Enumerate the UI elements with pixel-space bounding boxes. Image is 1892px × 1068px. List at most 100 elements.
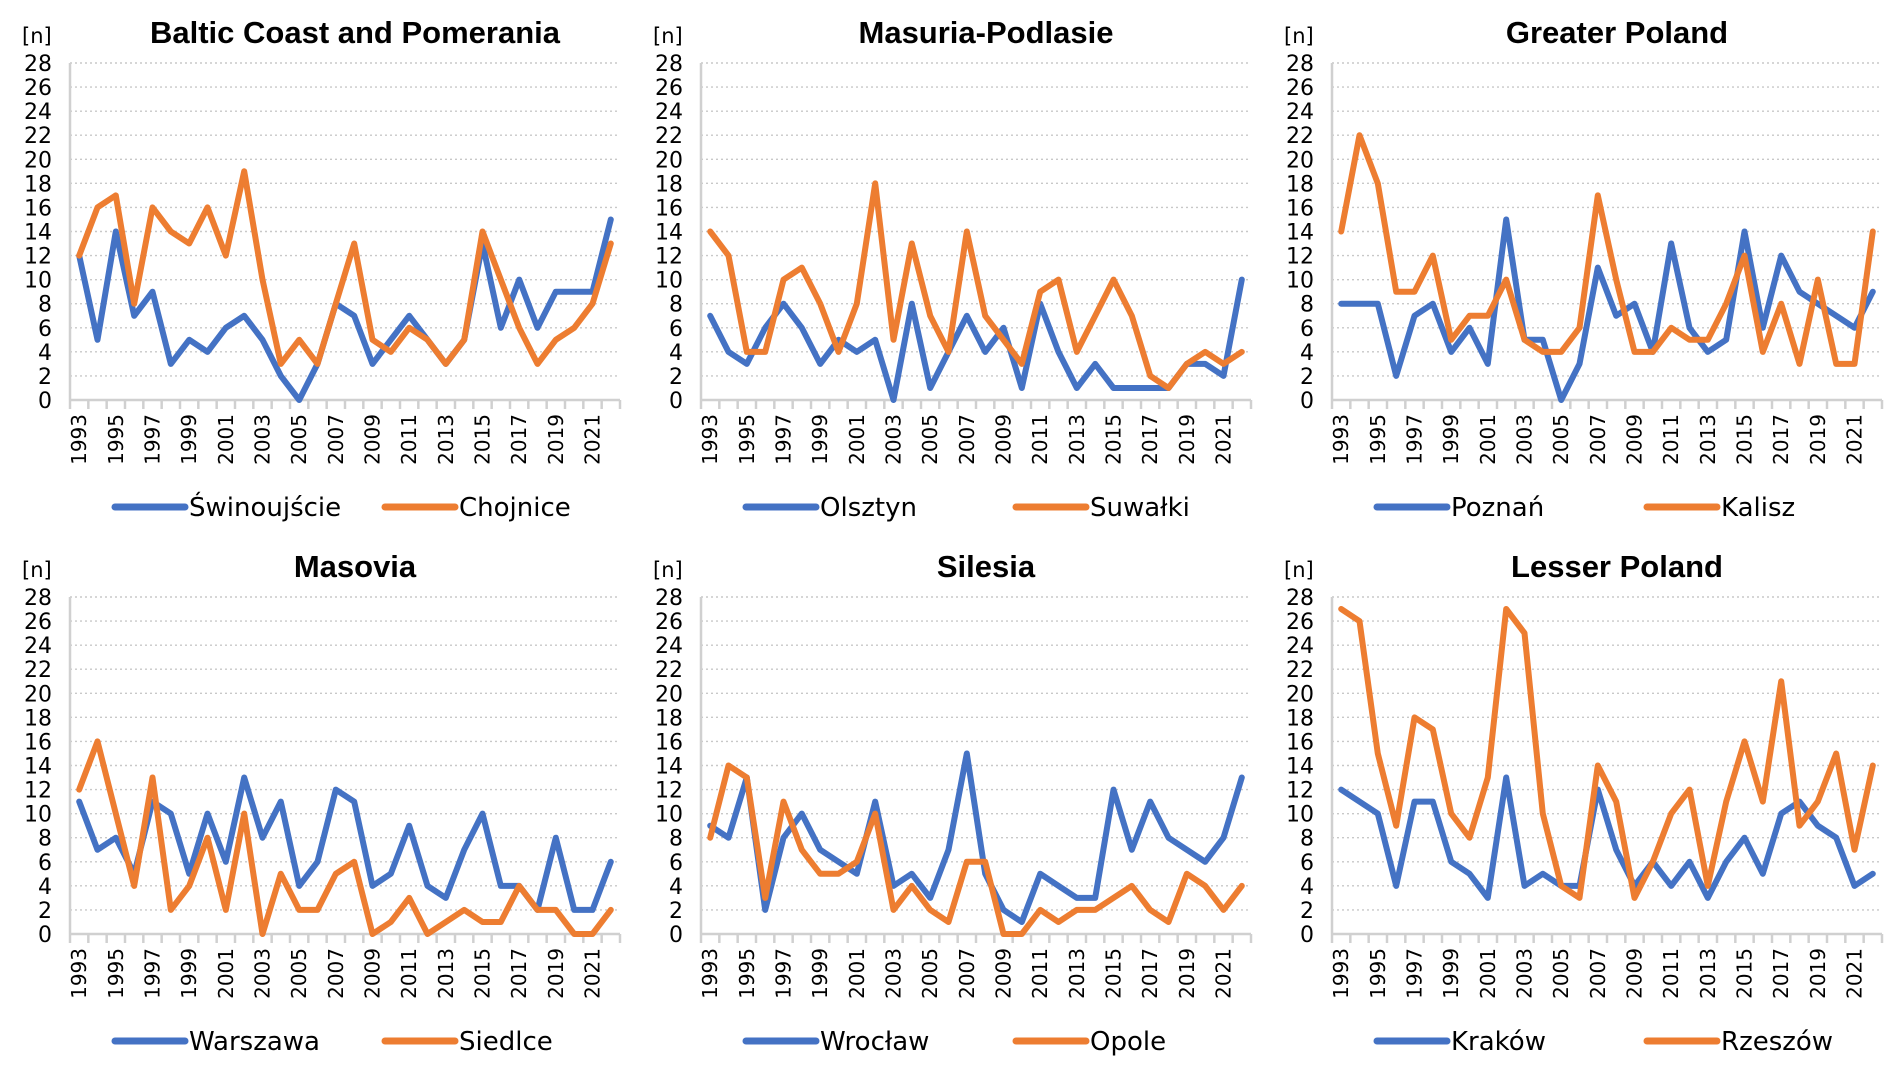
x-tick-label: 2013 — [434, 414, 458, 465]
y-axis-unit-label: [n] — [22, 24, 52, 48]
y-tick-label: 26 — [1286, 76, 1314, 101]
y-tick-label: 12 — [24, 245, 52, 270]
x-tick-label: 1999 — [808, 414, 832, 465]
y-tick-label: 22 — [655, 124, 683, 149]
chart-panel: Greater Poland [n] 0 2 4 6 8 10 12 14 16 18 20 22 24 26… — [1262, 0, 1892, 534]
series-line-olsztyn — [707, 276, 1245, 403]
y-tick-label: 2 — [38, 899, 52, 924]
x-tick-label: 2011 — [1028, 414, 1052, 465]
y-tick-label: 0 — [669, 389, 683, 414]
x-tick-label: 2013 — [1065, 948, 1089, 999]
y-tick-label: 10 — [1286, 269, 1314, 294]
y-tick-label: 10 — [24, 269, 52, 294]
legend-item: Poznań — [1373, 493, 1544, 523]
y-tick-label: 24 — [24, 634, 52, 659]
y-tick-label: 18 — [1286, 706, 1314, 731]
x-tick-label: 2011 — [1028, 948, 1052, 999]
x-tick-label: 1995 — [104, 414, 128, 465]
y-tick-label: 4 — [669, 341, 683, 366]
x-tick-label: 2017 — [507, 414, 531, 465]
y-tick-label: 8 — [38, 293, 52, 318]
chart-panel: Masuria-Podlasie [n] 0 2 4 6 8 10 12 14 16 18 20 22 24… — [631, 0, 1261, 534]
y-tick-label: 6 — [38, 851, 52, 876]
legend-label: Suwałki — [1090, 493, 1190, 523]
y-tick-label: 20 — [1286, 148, 1314, 173]
y-tick-label: 10 — [24, 803, 52, 828]
y-tick-label: 4 — [669, 875, 683, 900]
x-tick-label: 2007 — [955, 414, 979, 465]
x-tick-label: 2001 — [845, 414, 869, 465]
y-tick-label: 14 — [655, 221, 683, 246]
y-tick-label: 26 — [655, 610, 683, 635]
y-tick-label: 0 — [1300, 923, 1314, 948]
x-tick-label: 2005 — [1549, 948, 1573, 999]
y-tick-label: 14 — [24, 221, 52, 246]
y-tick-label: 4 — [1300, 875, 1314, 900]
x-tick-label: 2005 — [287, 414, 311, 465]
x-tick-label: 1997 — [1403, 948, 1427, 999]
y-tick-label: 22 — [655, 658, 683, 683]
legend-label: Chojnice — [459, 493, 571, 523]
legend-item: Olsztyn — [742, 493, 917, 523]
y-tick-label: 24 — [1286, 100, 1314, 125]
series-line-opole — [707, 762, 1245, 937]
y-tick-label: 10 — [655, 803, 683, 828]
x-tick-label: 2005 — [1549, 414, 1573, 465]
y-tick-label: 0 — [38, 389, 52, 414]
y-tick-label: 12 — [1286, 779, 1314, 804]
y-tick-label: 8 — [1300, 293, 1314, 318]
x-tick-label: 1997 — [772, 948, 796, 999]
x-tick-label: 1999 — [1439, 414, 1463, 465]
legend-item: Siedlce — [381, 1027, 553, 1057]
x-tick-label: 2005 — [287, 948, 311, 999]
x-tick-label: 2015 — [471, 414, 495, 465]
y-tick-label: 16 — [1286, 196, 1314, 221]
x-tick-label: 1999 — [177, 414, 201, 465]
x-tick-label: 1993 — [1329, 948, 1353, 999]
y-tick-label: 28 — [1286, 52, 1314, 77]
x-tick-label: 2021 — [581, 948, 605, 999]
x-tick-label: 2013 — [1696, 414, 1720, 465]
y-tick-label: 22 — [1286, 658, 1314, 683]
legend-item: Kraków — [1373, 1027, 1546, 1057]
x-tick-label: 1995 — [1366, 414, 1390, 465]
x-tick-label: 1993 — [698, 948, 722, 999]
legend-label: Olsztyn — [820, 493, 917, 523]
x-tick-label: 2017 — [1138, 948, 1162, 999]
x-tick-label: 2003 — [1513, 948, 1537, 999]
x-tick-label: 2009 — [361, 414, 385, 465]
x-tick-label: 2011 — [1659, 948, 1683, 999]
x-tick-label: 2001 — [214, 948, 238, 999]
y-tick-label: 2 — [669, 365, 683, 390]
y-tick-label: 26 — [655, 76, 683, 101]
series-line-poznań — [1338, 216, 1876, 403]
y-tick-label: 0 — [38, 923, 52, 948]
x-tick-label: 1993 — [67, 414, 91, 465]
y-tick-label: 28 — [24, 52, 52, 77]
y-tick-label: 6 — [1300, 851, 1314, 876]
y-tick-label: 14 — [655, 755, 683, 780]
line-chart: Lesser Poland[n]024681012141618202224262… — [1284, 549, 1884, 1057]
x-tick-label: 2019 — [1175, 948, 1199, 999]
y-tick-label: 20 — [655, 682, 683, 707]
x-tick-label: 1997 — [772, 414, 796, 465]
y-tick-label: 6 — [669, 317, 683, 342]
series-line-siedlce — [76, 738, 614, 937]
y-tick-label: 12 — [655, 779, 683, 804]
y-tick-label: 20 — [24, 148, 52, 173]
x-tick-label: 2011 — [1659, 414, 1683, 465]
x-tick-label: 2009 — [1623, 948, 1647, 999]
series-line-kalisz — [1338, 132, 1876, 367]
legend-label: Siedlce — [459, 1027, 553, 1057]
x-tick-label: 2003 — [251, 414, 275, 465]
x-tick-label: 2007 — [324, 414, 348, 465]
legend-label: Warszawa — [189, 1027, 320, 1057]
x-tick-label: 2015 — [471, 948, 495, 999]
x-tick-label: 2017 — [507, 948, 531, 999]
x-tick-label: 2019 — [1806, 414, 1830, 465]
series-line-chojnice — [76, 168, 614, 367]
y-tick-label: 2 — [1300, 365, 1314, 390]
y-tick-label: 8 — [669, 293, 683, 318]
legend-label: Kraków — [1451, 1027, 1546, 1057]
